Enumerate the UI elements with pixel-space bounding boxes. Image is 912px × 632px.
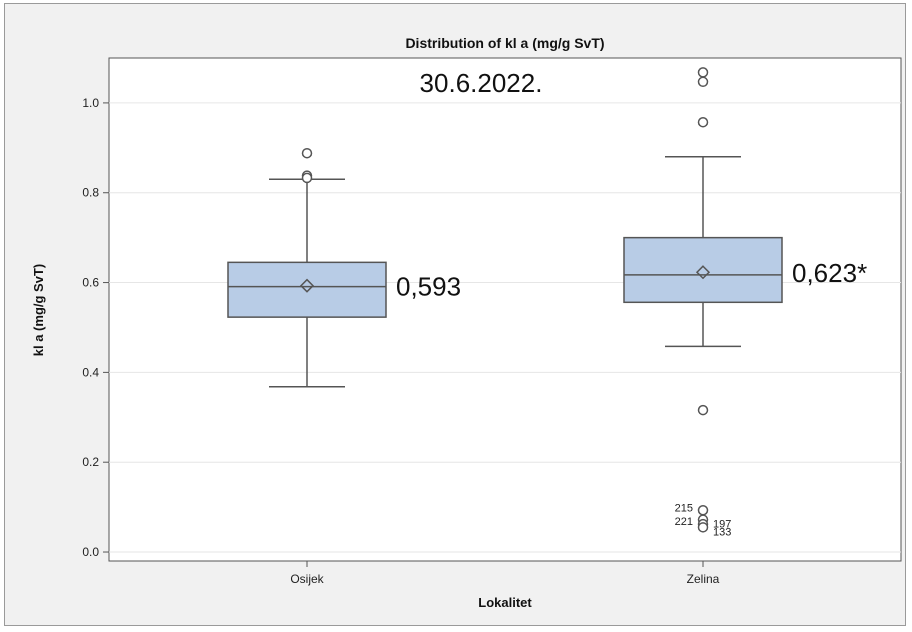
box-group-zelina: 0,623* 215 197 221 133 [623, 67, 867, 538]
mean-value-label: 0,593 [396, 272, 461, 302]
y-tick-label: 0.6 [82, 276, 99, 290]
y-tick-label: 1.0 [82, 96, 99, 110]
x-axis-label: Lokalitet [478, 595, 532, 610]
outlier-point [301, 172, 313, 184]
y-tick-label: 0.0 [82, 545, 99, 559]
x-tick-label: Zelina [687, 572, 720, 586]
outlier-label: 133 [713, 526, 731, 538]
outlier-point [697, 505, 709, 516]
chart-frame: 0,593 0,623* 215 197 221 133 0.0 0.2 0.4 0.6 0.8 1… [4, 3, 906, 626]
mean-marker [299, 278, 315, 293]
outlier-label: 215 [675, 502, 693, 514]
outlier-label: 221 [675, 516, 693, 528]
outlier-point [697, 522, 709, 533]
outlier-point [301, 147, 313, 159]
chart-title: Distribution of kl a (mg/g SvT) [405, 35, 604, 51]
mean-value-label: 0,623* [792, 258, 867, 288]
iqr-box [227, 261, 387, 318]
chart-subtitle-date: 30.6.2022. [420, 68, 543, 98]
outlier-label: 197 [713, 519, 731, 531]
y-tick-label: 0.4 [82, 365, 99, 379]
iqr-box [623, 236, 783, 304]
y-tick-label: 0.2 [82, 455, 99, 469]
y-tick-label: 0.8 [82, 186, 99, 200]
y-axis-label: kl a (mg/g SvT) [31, 264, 46, 356]
x-tick-label: Osijek [290, 572, 324, 586]
mean-marker [695, 265, 711, 280]
box-group-osijek: 0,593 [227, 147, 461, 388]
outlier-point [697, 67, 709, 78]
outlier-point [697, 404, 709, 416]
outlier-point [697, 116, 709, 128]
boxplot-chart: 0,593 0,623* 215 197 221 133 0.0 0.2 0.4 0.6 0.8 1… [31, 35, 902, 610]
outlier-point [697, 76, 709, 88]
